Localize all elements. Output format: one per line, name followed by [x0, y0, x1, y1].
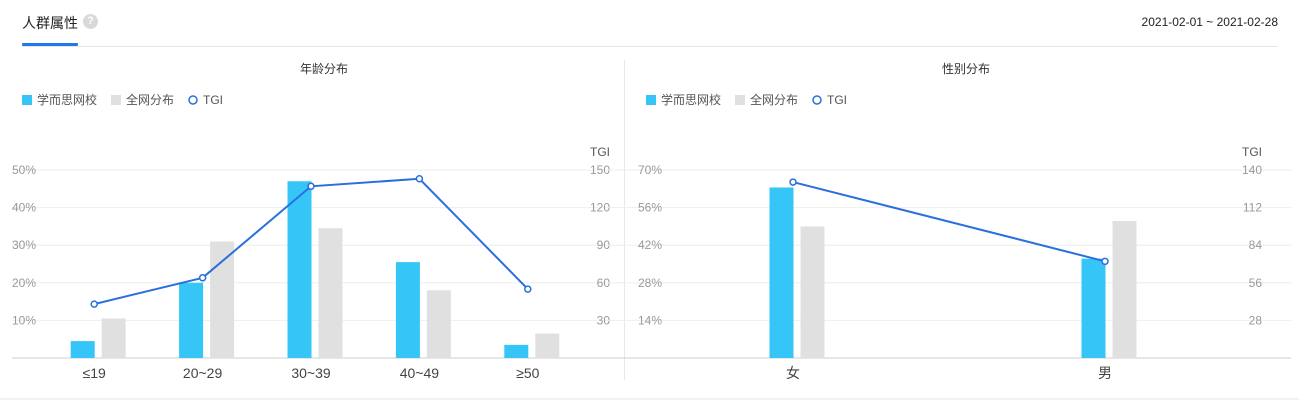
bar-all	[101, 318, 126, 358]
y-right-tick-label: 30	[597, 313, 611, 327]
y-right-tick-label: 140	[1242, 163, 1262, 177]
tab-crowd-attributes[interactable]: 人群属性	[22, 15, 78, 31]
bar-brand	[1081, 258, 1106, 358]
bar-brand	[395, 262, 420, 358]
y-right-tick-label: 84	[1249, 238, 1263, 252]
y-right-axis-label: TGI	[590, 145, 610, 159]
x-tick-label: 40~49	[400, 365, 440, 381]
y-left-tick-label: 42%	[638, 238, 662, 252]
tgi-line	[792, 181, 1106, 263]
x-tick-label: 30~39	[291, 365, 331, 381]
active-tab-indicator	[22, 43, 78, 46]
panel-divider	[624, 60, 625, 380]
y-right-tick-label: 56	[1249, 276, 1263, 290]
y-left-tick-label: 50%	[12, 163, 36, 177]
tgi-point	[1101, 257, 1109, 266]
bar-brand	[179, 282, 204, 358]
y-right-axis-label: TGI	[1242, 145, 1262, 159]
y-right-tick-label: 90	[597, 238, 611, 252]
y-left-tick-label: 28%	[638, 276, 662, 290]
tgi-point	[90, 300, 98, 308]
y-left-tick-label: 20%	[12, 276, 36, 290]
chart-title: 性别分布	[942, 62, 990, 76]
y-left-tick-label: 56%	[638, 201, 662, 215]
tgi-point	[198, 274, 207, 282]
y-right-tick-label: 150	[590, 163, 610, 177]
y-left-tick-label: 40%	[12, 201, 36, 215]
help-icon[interactable]: ?	[83, 14, 98, 29]
header-bar: 人群属性 ? 2021-02-01 ~ 2021-02-28	[0, 0, 1299, 47]
legend-label: TGI	[827, 93, 847, 107]
y-right-tick-label: 60	[597, 276, 611, 290]
tgi-point	[415, 175, 424, 183]
tgi-point	[524, 285, 532, 293]
y-left-tick-label: 70%	[638, 163, 662, 177]
x-tick-label: ≥50	[516, 365, 539, 381]
y-right-tick-label: 120	[590, 201, 610, 215]
bottom-divider	[0, 398, 1299, 400]
legend-label: TGI	[203, 93, 223, 107]
legend-swatch-tgi	[188, 95, 198, 105]
bar-brand	[70, 341, 95, 358]
legend-swatch-tgi	[812, 95, 822, 105]
bar-all	[800, 226, 825, 358]
legend-label: 全网分布	[126, 92, 174, 107]
tgi-point	[789, 178, 797, 186]
tgi-point	[307, 182, 315, 191]
bar-all	[535, 333, 560, 358]
bar-brand	[287, 181, 312, 358]
chart-title: 年龄分布	[300, 62, 348, 76]
y-left-tick-label: 10%	[12, 313, 36, 327]
bar-all	[426, 290, 451, 358]
y-left-tick-label: 14%	[638, 313, 662, 327]
legend-label: 学而思网校	[661, 92, 721, 107]
legend-swatch-all	[735, 95, 745, 105]
bar-all	[1112, 221, 1137, 358]
header-divider	[22, 46, 1278, 47]
x-tick-label: 20~29	[183, 365, 223, 381]
x-tick-label: 女	[786, 365, 800, 381]
bar-brand	[769, 187, 794, 358]
legend-label: 学而思网校	[37, 92, 97, 107]
bar-all	[318, 228, 343, 358]
bar-brand	[504, 344, 529, 358]
date-range[interactable]: 2021-02-01 ~ 2021-02-28	[1141, 15, 1278, 29]
y-right-tick-label: 28	[1249, 313, 1263, 327]
x-tick-label: ≤19	[83, 365, 106, 381]
legend-swatch-brand	[646, 95, 656, 105]
y-left-tick-label: 30%	[12, 238, 36, 252]
x-tick-label: 男	[1098, 365, 1112, 381]
y-right-tick-label: 112	[1243, 201, 1262, 215]
legend-swatch-brand	[22, 95, 32, 105]
legend-swatch-all	[111, 95, 121, 105]
legend-label: 全网分布	[750, 92, 798, 107]
